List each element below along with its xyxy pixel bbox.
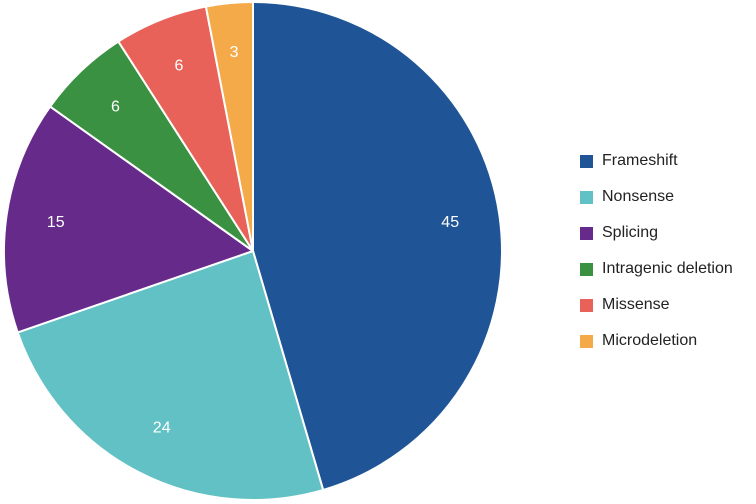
pie-slice-splicing (3, 105, 254, 334)
legend-item-nonsense: Nonsense (580, 179, 733, 215)
legend-swatch-frameshift (580, 154, 593, 168)
legend-label: Intragenic deletion (602, 260, 733, 277)
legend-label: Missense (602, 296, 670, 313)
slice-value-label-nonsense: 24 (153, 420, 171, 437)
slice-value-label-microdeletion: 3 (230, 44, 239, 61)
slice-value-label-intragenic-deletion: 6 (111, 98, 120, 115)
legend-swatch-microdeletion (580, 334, 593, 348)
slice-value-label-missense: 6 (175, 58, 184, 75)
legend-item-microdeletion: Microdeletion (580, 323, 733, 359)
slice-value-label-splicing: 15 (47, 214, 65, 231)
chart-legend: Frameshift Nonsense Splicing Intragenic del… (580, 143, 733, 359)
legend-label: Nonsense (602, 188, 675, 205)
pie-slices (3, 1, 503, 501)
legend-swatch-nonsense (580, 190, 593, 204)
legend-item-intragenic-deletion: Intragenic deletion (580, 251, 733, 287)
legend-swatch-splicing (580, 226, 593, 240)
pie-slice-labels: 45 24 15 6 6 3 (47, 44, 459, 436)
legend-item-missense: Missense (580, 287, 733, 323)
pie-chart: 45 24 15 6 6 3 (3, 1, 503, 501)
legend-item-frameshift: Frameshift (580, 143, 733, 179)
legend-swatch-missense (580, 298, 593, 312)
pie-slice-microdeletion (204, 1, 254, 252)
pie-slice-frameshift (252, 1, 503, 491)
legend-label: Splicing (602, 224, 659, 241)
legend-label: Frameshift (602, 152, 678, 169)
legend-swatch-intragenic-deletion (580, 262, 593, 276)
slice-value-label-frameshift: 45 (441, 214, 459, 231)
pie-slice-nonsense (16, 250, 325, 501)
legend-label: Microdeletion (602, 332, 698, 349)
legend-item-splicing: Splicing (580, 215, 733, 251)
